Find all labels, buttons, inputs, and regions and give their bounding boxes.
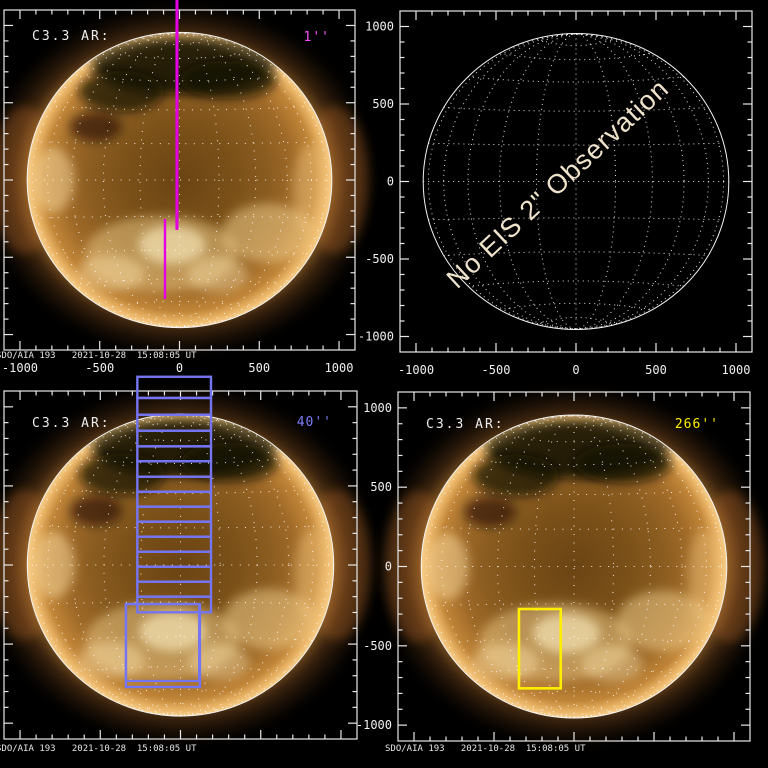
slit-width-label: 1'' xyxy=(303,30,330,45)
y-tick-label: 0 xyxy=(387,175,394,189)
panel-slit-1arcsec: -1000 -500 0 500 1000 C3.3 AR: 1'' SDO/AIA 1… xyxy=(0,0,384,384)
fov-overlays xyxy=(163,0,179,299)
x-tick-label: 500 xyxy=(248,361,270,375)
sun-disk xyxy=(421,415,727,718)
heliographic-grid xyxy=(27,413,334,717)
fov-overlays xyxy=(517,607,563,690)
solar-limb xyxy=(420,414,728,719)
image-caption: SDO/AIA 193 2021-10-28 15:08:05 UT xyxy=(0,351,197,361)
x-tick-label: 1000 xyxy=(722,363,751,377)
y-tick-label: 1000 xyxy=(363,401,392,415)
y-tick-label: -1000 xyxy=(356,718,392,732)
y-tick-label: 0 xyxy=(385,560,392,574)
panel-title: C3.3 AR: xyxy=(32,416,111,431)
x-tick-label: 500 xyxy=(645,363,667,377)
axis-box xyxy=(397,391,751,742)
plot-canvas xyxy=(0,375,386,753)
x-tick-label: 0 xyxy=(572,363,579,377)
slit-width-label: 40'' xyxy=(296,415,332,430)
x-tick-label: -1000 xyxy=(2,361,38,375)
axis-box xyxy=(3,9,356,351)
image-caption: SDO/AIA 193 2021-10-28 15:08:05 UT xyxy=(0,744,197,754)
sun-disk xyxy=(27,32,332,328)
heliographic-grid xyxy=(27,32,332,328)
solar-limb xyxy=(422,32,730,331)
plot-canvas: -1000 -1000 -500 -500 0 0 500 500 1000 1000 xyxy=(358,10,753,377)
panel-title: C3.3 AR: xyxy=(426,417,505,432)
heliographic-grid xyxy=(423,33,729,330)
tick-labels: -1000 -500 0 500 1000 xyxy=(356,401,392,732)
panel-no-2arcsec-observation: -1000 -1000 -500 -500 0 0 500 500 1000 1000 No EI… xyxy=(358,0,768,384)
y-tick-label: -500 xyxy=(365,252,394,266)
x-tick-label: -500 xyxy=(482,363,511,377)
slit-width-label: 266'' xyxy=(674,417,719,432)
y-tick-label: -1000 xyxy=(358,330,394,344)
panel-slot-266arcsec: -1000 -500 0 500 1000 C3.3 AR: 266'' SDO/AIA… xyxy=(356,378,768,768)
y-tick-label: 500 xyxy=(370,480,392,494)
y-tick-label: -500 xyxy=(363,639,392,653)
y-tick-label: 1000 xyxy=(365,20,394,34)
x-tick-label: -500 xyxy=(85,361,114,375)
axis-box xyxy=(3,390,358,740)
plot-canvas: -1000 -500 0 500 1000 xyxy=(0,0,384,375)
x-tick-label: 1000 xyxy=(325,361,354,375)
x-tick-label: 0 xyxy=(176,361,183,375)
x-tick-label: -1000 xyxy=(398,363,434,377)
tick-labels: -1000 -500 0 500 1000 xyxy=(2,361,354,375)
plot-canvas: -1000 -500 0 500 1000 xyxy=(356,378,768,755)
slot-fov-rect xyxy=(517,607,563,690)
fov-overlays xyxy=(124,375,213,689)
axis-box xyxy=(399,10,753,353)
image-caption: SDO/AIA 193 2021-10-28 15:08:05 UT xyxy=(385,744,586,754)
slot-fov-rect xyxy=(124,602,201,683)
y-tick-label: 500 xyxy=(372,97,394,111)
tick-labels: -1000 -1000 -500 -500 0 0 500 500 1000 1000 xyxy=(358,20,751,378)
panel-title: C3.3 AR: xyxy=(32,29,111,44)
panel-slot-40arcsec: C3.3 AR: 40'' SDO/AIA 193 2021-10-28 15:… xyxy=(0,375,386,768)
solar-limb xyxy=(26,31,333,329)
